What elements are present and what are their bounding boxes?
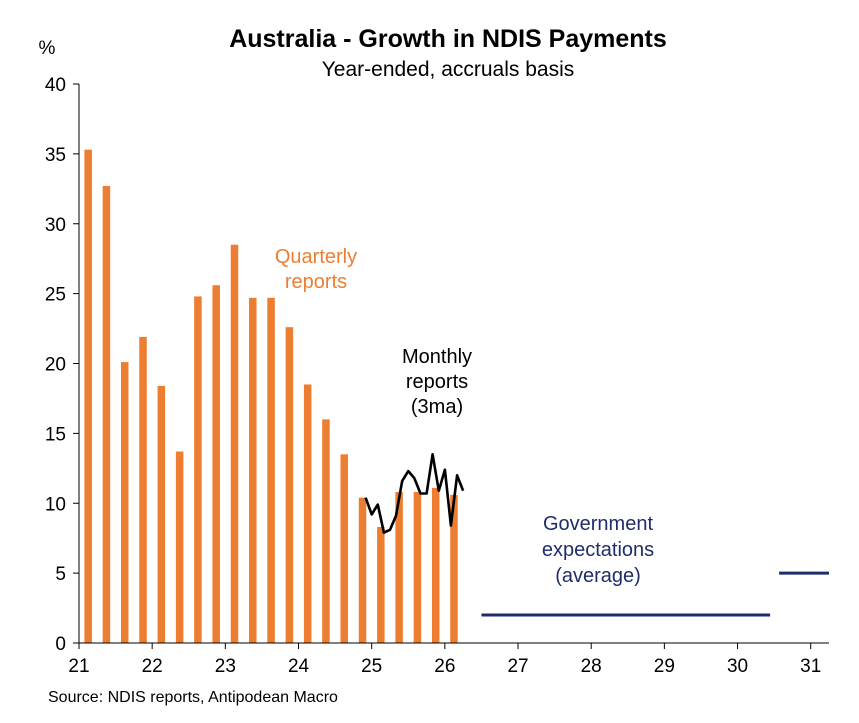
quarterly-bar [102,186,111,643]
x-axis-ticks: 21 22 23 24 25 26 27 28 29 30 31 [68,643,821,677]
quarterly-bar [175,451,184,643]
quarterly-annotation-line-1: Quarterly [275,246,357,268]
quarterly-bar [267,297,275,643]
quarterly-bar [431,487,440,643]
quarterly-bar [340,454,348,643]
quarterly-bar [450,494,458,643]
quarterly-bar [84,149,92,643]
quarterly-bar [139,336,147,643]
quarterly-bar [120,362,129,643]
y-tick-label: 10 [45,494,66,515]
x-tick-label: 23 [215,656,236,677]
quarterly-bars [84,149,458,643]
quarterly-bar [377,527,385,643]
y-tick-label: 20 [45,355,66,376]
quarterly-bar [157,385,166,643]
quarterly-bar [303,384,312,643]
y-tick-label: 5 [55,564,66,585]
y-tick-label: 0 [55,634,66,655]
quarterly-bar [212,285,220,643]
y-tick-label: 15 [45,424,66,445]
y-axis-ticks: 0 5 10 15 20 25 30 35 40 [45,75,79,655]
x-tick-label: 30 [727,656,748,677]
monthly-annotation-line-2: reports [406,371,468,393]
quarterly-bar [285,327,294,643]
quarterly-bar [322,419,330,643]
government-expectation-lines [481,571,829,617]
y-axis-unit-label: % [39,38,56,59]
monthly-reports-annotation: Monthly reports (3ma) [402,346,472,418]
y-tick-label: 30 [45,215,66,236]
government-expectations-annotation: Government expectations (average) [542,513,654,587]
x-tick-label: 26 [434,656,455,677]
quarterly-bar [194,296,202,643]
x-tick-label: 25 [361,656,382,677]
quarterly-bar [358,497,367,643]
monthly-annotation-line-3: (3ma) [411,396,463,418]
government-annotation-line-1: Government [543,513,653,535]
x-tick-label: 29 [654,656,675,677]
government-annotation-line-2: expectations [542,539,654,561]
chart-subtitle: Year-ended, accruals basis [322,58,575,81]
x-tick-label: 24 [288,656,310,677]
y-tick-label: 40 [45,75,66,96]
quarterly-bar [395,492,403,643]
government-annotation-line-3: (average) [555,565,641,587]
quarterly-bar [230,244,239,643]
x-tick-label: 21 [68,656,89,677]
x-tick-label: 22 [142,656,163,677]
chart-title: Australia - Growth in NDIS Payments [229,25,667,53]
x-tick-label: 31 [800,656,821,677]
quarterly-bar [413,492,422,643]
x-tick-label: 27 [507,656,528,677]
monthly-annotation-line-1: Monthly [402,346,472,368]
quarterly-annotation-line-2: reports [285,271,347,293]
quarterly-bar [249,297,257,643]
monthly-reports-line [364,453,465,534]
quarterly-reports-annotation: Quarterly reports [275,246,357,293]
x-tick-label: 28 [581,656,602,677]
y-tick-label: 25 [45,285,66,306]
source-note: Source: NDIS reports, Antipodean Macro [48,689,338,706]
y-tick-label: 35 [45,145,66,166]
